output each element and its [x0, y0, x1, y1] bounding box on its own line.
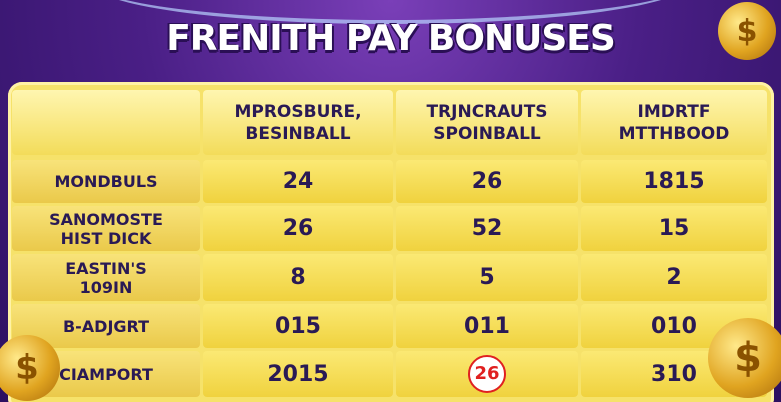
table-cell: 015	[203, 304, 393, 348]
coin-icon: $	[708, 318, 781, 398]
table-cell: 26	[396, 160, 578, 203]
row-label: SANOMOSTE HIST DICK	[12, 206, 200, 251]
row-label-text: HIST DICK	[60, 228, 152, 248]
cell-value: 1815	[643, 169, 705, 194]
table-cell: 26	[203, 206, 393, 251]
title: FRENITH PAY BONUSES	[166, 18, 616, 59]
table-cell: 52	[396, 206, 578, 251]
row-label-text: SANOMOSTE	[49, 209, 163, 229]
cell-value: 26	[471, 169, 503, 194]
column-header-text: BESINBALL	[245, 123, 351, 144]
coin-icon: $	[0, 335, 60, 401]
row-label-text: 109IN	[79, 277, 133, 297]
table-cell: 1815	[581, 160, 767, 203]
column-header: MPROSBURE, BESINBALL	[203, 90, 393, 155]
column-header: IMDRTF MTTHBOOD	[581, 90, 767, 155]
row-label-text: CIAMPORT	[59, 364, 153, 384]
table-cell: 24	[203, 160, 393, 203]
cell-value: 15	[658, 216, 690, 241]
column-header-text: MTTHBOOD	[618, 123, 730, 144]
table-cell: 010	[581, 304, 767, 348]
table-cell: 8	[203, 254, 393, 301]
column-header-text: IMDRTF	[637, 101, 711, 122]
row-label-text: EASTIN'S	[65, 258, 147, 278]
cell-value: 015	[275, 313, 321, 339]
column-header-text: SPOINBALL	[433, 123, 541, 144]
header-corner	[12, 90, 200, 155]
row-label: MONDBULS	[12, 160, 200, 203]
table-cell: 2	[581, 254, 767, 301]
row-label: EASTIN'S 109IN	[12, 254, 200, 301]
row-label-text: B-ADJGRT	[62, 316, 150, 336]
column-header-text: MPROSBURE,	[234, 101, 362, 122]
cell-value: 26	[282, 216, 314, 241]
row-label-text: MONDBULS	[54, 172, 158, 191]
cell-value: 011	[464, 313, 510, 339]
coin-icon: $	[718, 2, 776, 60]
cell-value: 2015	[267, 361, 329, 387]
cell-value: 8	[290, 265, 306, 290]
cell-value: 52	[471, 216, 503, 241]
table-cell: 5	[396, 254, 578, 301]
cell-value: 2	[666, 265, 682, 290]
cell-value: 24	[282, 169, 314, 194]
table-cell: 15	[581, 206, 767, 251]
cell-value: 010	[651, 313, 697, 339]
table-cell: 26	[396, 351, 578, 397]
column-header-text: TRJNCRAUTS	[426, 101, 548, 122]
table-cell: 2015	[203, 351, 393, 397]
column-header: TRJNCRAUTS SPOINBALL	[396, 90, 578, 155]
decoration-arc	[90, 0, 690, 24]
cell-value: 5	[479, 265, 495, 290]
table-cell: 011	[396, 304, 578, 348]
cell-value: 26	[468, 355, 506, 393]
cell-value: 310	[651, 361, 697, 387]
